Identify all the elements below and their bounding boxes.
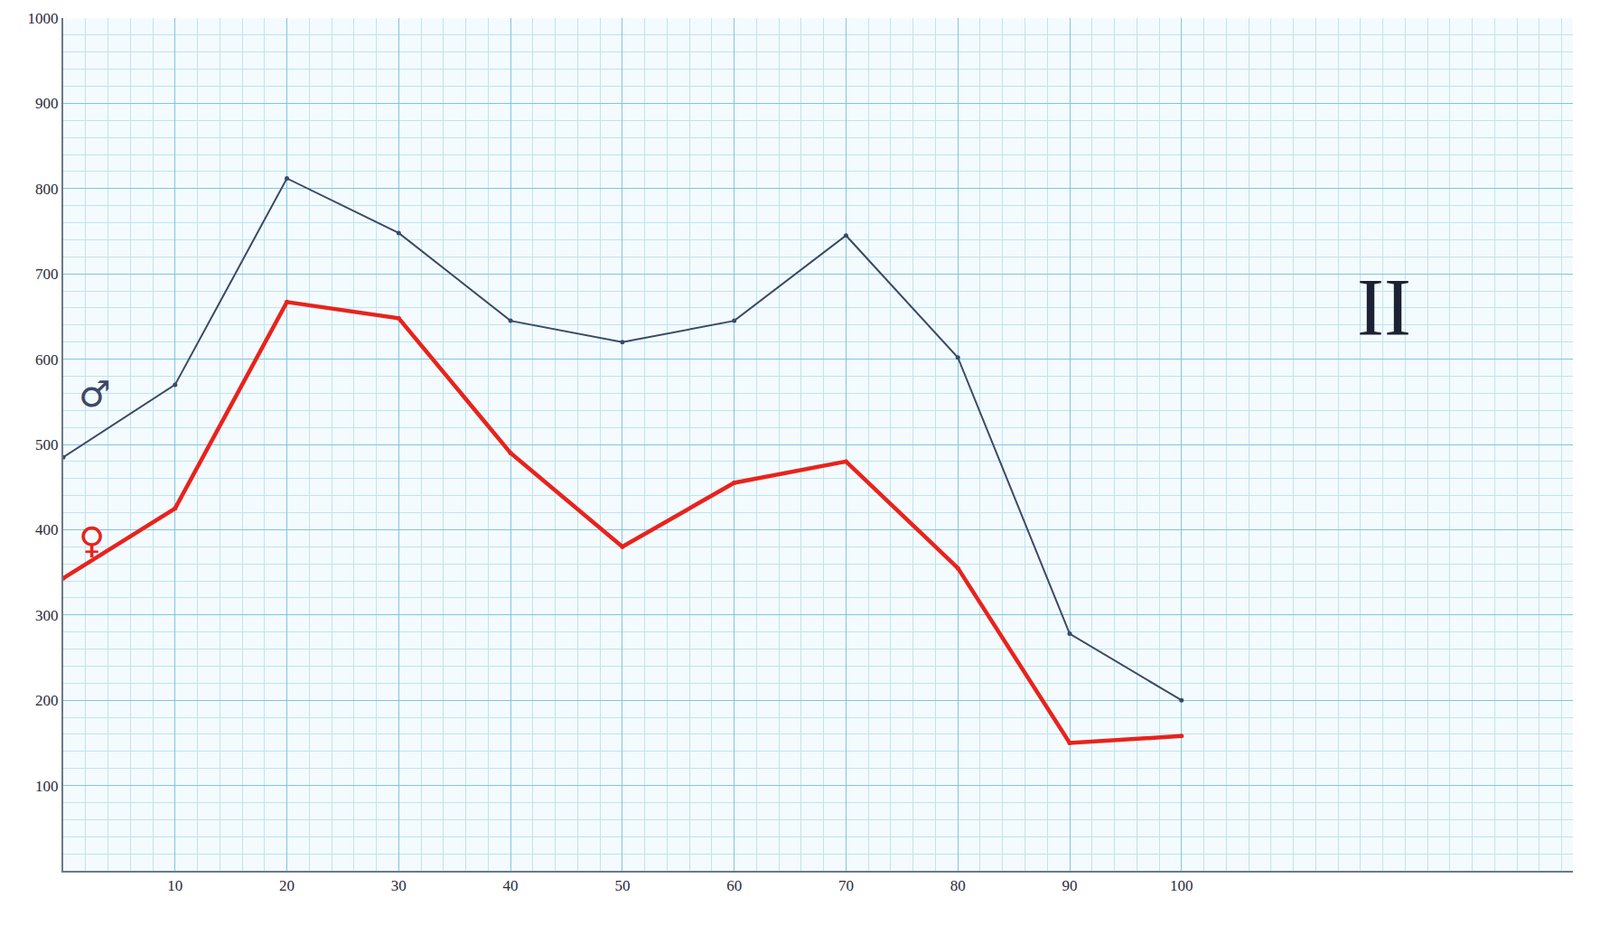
svg-text:300: 300 xyxy=(35,607,59,625)
svg-text:1000: 1000 xyxy=(28,9,59,28)
svg-text:800: 800 xyxy=(35,180,59,198)
svg-text:90: 90 xyxy=(1062,877,1078,895)
svg-text:700: 700 xyxy=(35,265,59,283)
svg-text:30: 30 xyxy=(391,877,407,895)
svg-text:70: 70 xyxy=(838,877,854,895)
svg-text:40: 40 xyxy=(503,877,519,895)
svg-text:♀: ♀ xyxy=(78,519,105,562)
svg-text:20: 20 xyxy=(279,877,295,895)
svg-text:600: 600 xyxy=(35,351,59,369)
svg-text:80: 80 xyxy=(950,877,966,895)
svg-text:400: 400 xyxy=(35,521,59,539)
svg-text:500: 500 xyxy=(35,436,59,454)
svg-text:50: 50 xyxy=(614,877,630,895)
svg-text:900: 900 xyxy=(35,94,59,113)
svg-text:100: 100 xyxy=(1169,877,1194,895)
svg-text:60: 60 xyxy=(726,877,742,895)
svg-text:10: 10 xyxy=(167,877,183,895)
svg-text:♂: ♂ xyxy=(78,373,112,415)
svg-text:100: 100 xyxy=(35,777,59,796)
svg-text:II: II xyxy=(1356,262,1412,353)
svg-text:200: 200 xyxy=(35,692,59,710)
